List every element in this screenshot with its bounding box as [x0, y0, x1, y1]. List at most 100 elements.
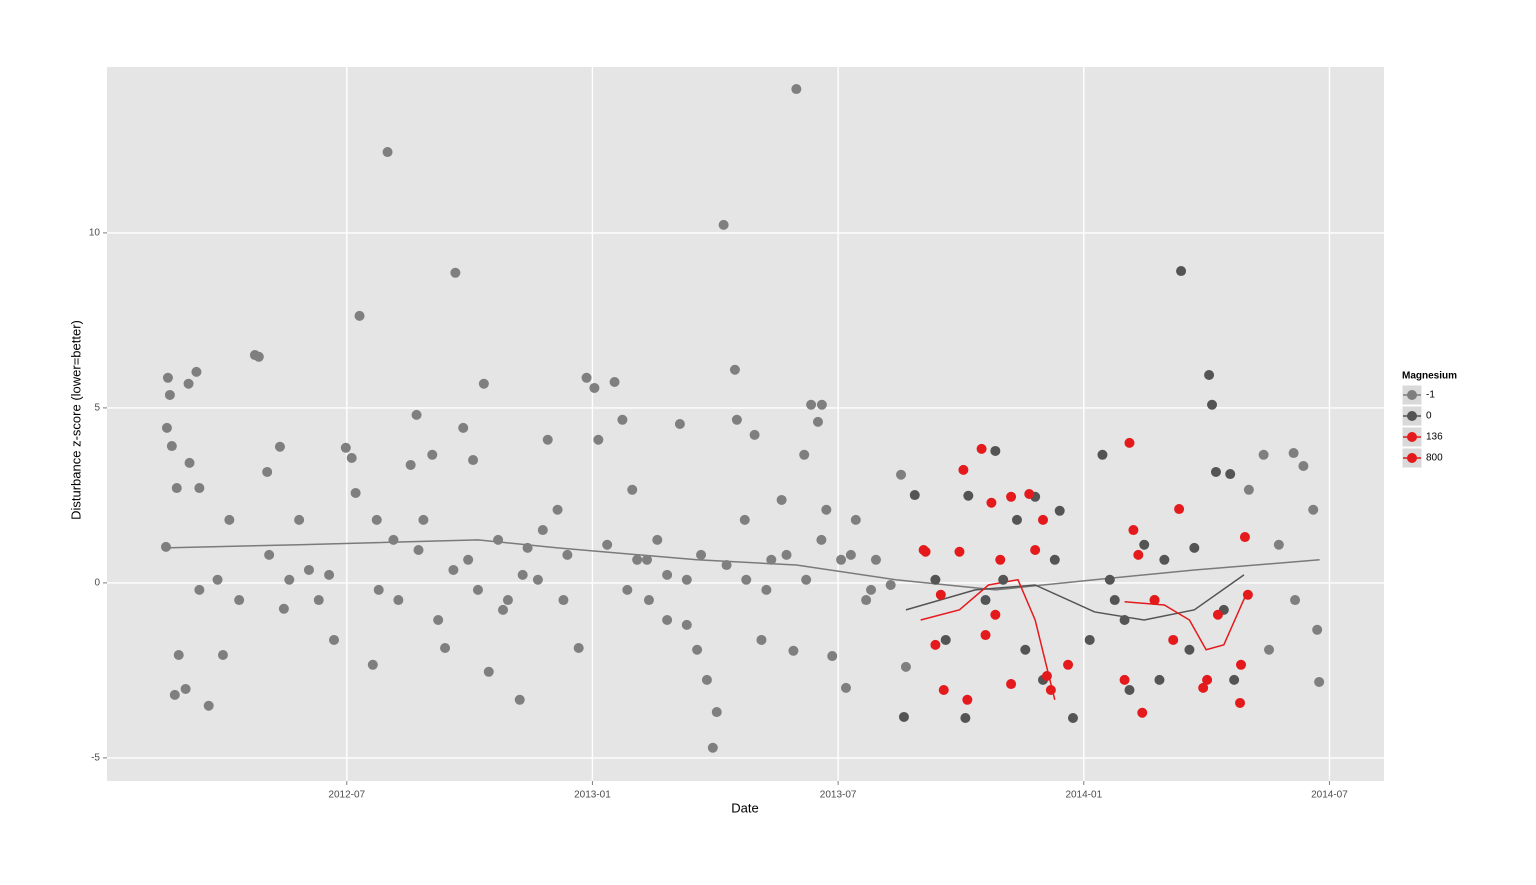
data-point [909, 490, 920, 501]
data-point [788, 645, 799, 656]
legend-title: Magnesium [1402, 371, 1457, 382]
data-point [1176, 266, 1187, 277]
data-point [593, 434, 604, 445]
data-point [1124, 437, 1135, 448]
data-point [1273, 539, 1284, 550]
data-point [935, 589, 946, 600]
data-point [1242, 589, 1253, 600]
data-point [303, 564, 314, 575]
data-point [701, 674, 712, 685]
data-point [164, 389, 175, 400]
data-point [160, 541, 171, 552]
data-point [1184, 644, 1195, 655]
data-point [166, 441, 177, 452]
data-point [845, 549, 856, 560]
data-point [1133, 549, 1144, 560]
data-point [162, 372, 173, 383]
data-point [1168, 634, 1179, 645]
data-point [514, 694, 525, 705]
data-point [938, 685, 949, 695]
data-point [681, 619, 692, 630]
data-point [827, 651, 838, 662]
data-point [866, 584, 877, 595]
data-point [850, 514, 861, 525]
data-point [224, 514, 235, 525]
data-point [203, 700, 214, 711]
y-tick-label: 10 [89, 228, 101, 239]
trend-line [164, 539, 1320, 591]
data-point [1243, 484, 1254, 495]
data-point [184, 457, 195, 468]
data-point [324, 569, 335, 580]
data-point [692, 644, 703, 655]
data-point [354, 310, 365, 321]
data-point [960, 713, 971, 723]
data-point [278, 603, 289, 614]
data-point [388, 534, 399, 545]
data-point [382, 147, 393, 158]
data-point [1109, 595, 1120, 606]
data-point [1212, 609, 1223, 620]
data-point [194, 483, 205, 494]
data-point [440, 643, 451, 653]
data-point [346, 452, 357, 463]
data-point [721, 560, 732, 571]
data-point [816, 534, 827, 545]
data-point [463, 554, 474, 565]
data-point [749, 429, 760, 440]
data-point [1124, 685, 1135, 695]
data-point [729, 364, 740, 375]
legend-key-point [1407, 453, 1417, 463]
data-point [1207, 399, 1218, 410]
data-point [411, 409, 422, 420]
data-point [373, 584, 384, 595]
data-point [816, 399, 827, 410]
data-point [1239, 532, 1250, 543]
data-point [696, 549, 707, 560]
data-point [329, 634, 340, 645]
data-point [930, 574, 941, 585]
data-point [986, 497, 997, 508]
legend-key-point [1407, 390, 1417, 400]
data-point [766, 554, 777, 565]
data-point [958, 464, 969, 475]
data-point [821, 504, 832, 515]
data-point [552, 504, 563, 515]
data-point [161, 422, 172, 433]
x-tick-label: 2013-07 [820, 790, 857, 801]
data-point [1198, 682, 1209, 693]
data-point [1308, 504, 1319, 515]
data-point [799, 449, 810, 460]
data-point [900, 661, 911, 672]
data-point [180, 683, 191, 694]
data-point [234, 595, 245, 606]
data-point [963, 490, 974, 501]
data-point [284, 574, 295, 585]
data-point [1235, 697, 1246, 708]
data-point [1236, 659, 1247, 670]
data-point [458, 422, 469, 433]
data-point [478, 378, 489, 389]
plot-panel [107, 67, 1384, 781]
data-point [652, 534, 663, 545]
data-point [191, 366, 202, 377]
data-point [995, 554, 1006, 565]
legend: Magnesium -1 0 136 800 [1401, 371, 1457, 469]
data-point [427, 449, 438, 460]
data-point [954, 546, 965, 557]
data-point [1137, 707, 1148, 718]
data-point [1149, 595, 1160, 606]
data-point [522, 542, 533, 553]
data-point [990, 609, 1001, 620]
legend-label: 800 [1426, 453, 1443, 464]
data-point [1084, 634, 1095, 645]
data-point [340, 442, 351, 453]
data-point [801, 574, 812, 585]
data-point [573, 643, 584, 653]
data-point [1006, 679, 1017, 690]
data-point [976, 443, 987, 454]
data-point [980, 630, 991, 641]
data-point [756, 634, 767, 645]
y-tick-label: -5 [91, 753, 100, 764]
